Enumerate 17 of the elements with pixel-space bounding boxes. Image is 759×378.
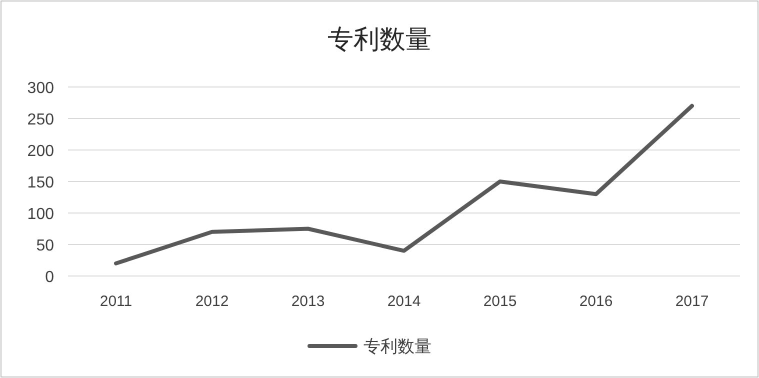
- line-series: [114, 104, 694, 266]
- y-tick-label: 200: [27, 143, 54, 160]
- y-tick-label: 100: [27, 206, 54, 223]
- x-tick-label: 2011: [100, 293, 132, 310]
- legend-label: 专利数量: [364, 337, 432, 356]
- x-tick-label: 2013: [291, 293, 325, 310]
- y-tick-label: 50: [36, 238, 54, 254]
- y-tick-label: 250: [27, 112, 54, 128]
- x-tick-label: 2015: [483, 293, 517, 310]
- chart-title: 专利数量: [328, 24, 432, 54]
- y-tick-label: 300: [27, 80, 54, 97]
- x-tick-label: 2016: [579, 293, 613, 310]
- y-tick-label: 150: [27, 174, 54, 192]
- x-tick-label: 2012: [195, 293, 229, 310]
- x-tick-label: 2014: [387, 293, 421, 310]
- x-tick-label: 2017: [675, 293, 709, 310]
- y-tick-label: 0: [45, 269, 54, 286]
